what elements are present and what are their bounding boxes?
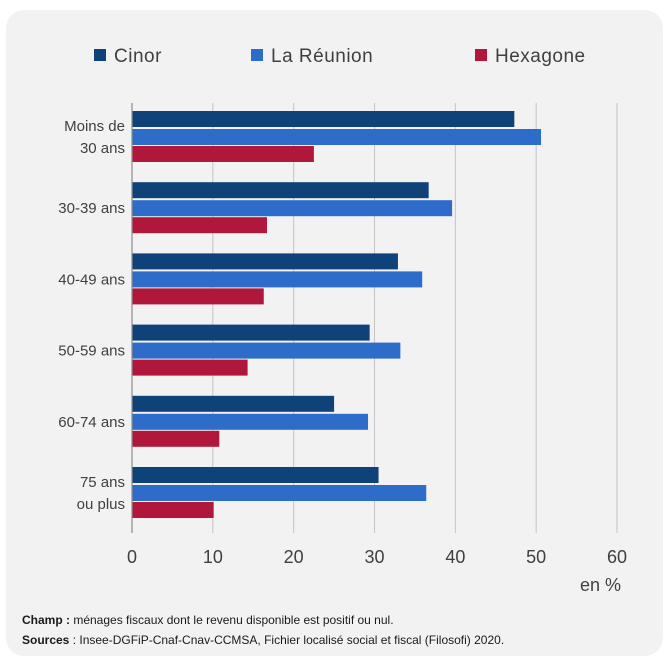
bar-la-réunion-0: [132, 129, 542, 145]
x-tick-label: 0: [127, 547, 137, 567]
category-label: 40-49 ans: [58, 271, 125, 288]
bar-la-réunion-3: [132, 342, 401, 359]
sources-label: Sources: [22, 633, 70, 647]
category-label: 50-59 ans: [58, 343, 125, 360]
category-label: ou plus: [77, 496, 125, 513]
category-label: 30 ans: [80, 140, 125, 157]
bar-la-réunion-2: [132, 271, 423, 288]
bar-cinor-0: [132, 111, 515, 127]
footnote-champ: Champ : ménages fiscaux dont le revenu d…: [22, 613, 394, 627]
legend-swatch-cinor: [94, 49, 106, 61]
bar-hexagone-1: [132, 217, 267, 234]
bar-hexagone-3: [132, 359, 248, 376]
x-tick-label: 40: [445, 547, 465, 567]
bar-la-réunion-4: [132, 413, 369, 430]
bar-cinor-5: [132, 467, 379, 483]
legend-label: Cinor: [114, 46, 162, 67]
bar-cinor-1: [132, 182, 429, 199]
category-label: 60-74 ans: [58, 414, 125, 431]
bar-la-réunion-5: [132, 485, 427, 501]
x-unit-label: en %: [580, 575, 621, 595]
bar-cinor-2: [132, 253, 398, 270]
bar-hexagone-4: [132, 430, 220, 447]
x-tick-label: 60: [607, 547, 627, 567]
footnote-sources: Sources : Insee-DGFiP-Cnaf-Cnav-CCMSA, F…: [22, 633, 504, 647]
legend-swatch-hexagone: [475, 49, 487, 61]
bar-hexagone-0: [132, 146, 314, 162]
x-tick-label: 20: [284, 547, 304, 567]
bar-hexagone-2: [132, 288, 264, 305]
bar-la-réunion-1: [132, 200, 453, 217]
legend-label: Hexagone: [495, 46, 586, 67]
x-tick-label: 10: [203, 547, 223, 567]
category-label: 75 ans: [80, 474, 125, 491]
champ-label: Champ :: [22, 613, 70, 627]
sources-text: : Insee-DGFiP-Cnaf-Cnav-CCMSA, Fichier l…: [69, 633, 505, 647]
legend-label: La Réunion: [271, 46, 373, 67]
bar-hexagone-5: [132, 502, 214, 518]
bar-cinor-4: [132, 395, 335, 412]
bar-cinor-3: [132, 324, 370, 341]
legend-swatch-la-réunion: [251, 49, 263, 61]
champ-text: ménages fiscaux dont le revenu disponibl…: [70, 613, 394, 627]
category-label: Moins de: [64, 118, 125, 135]
x-tick-label: 50: [526, 547, 546, 567]
category-label: 30-39 ans: [58, 200, 125, 217]
x-tick-label: 30: [364, 547, 384, 567]
